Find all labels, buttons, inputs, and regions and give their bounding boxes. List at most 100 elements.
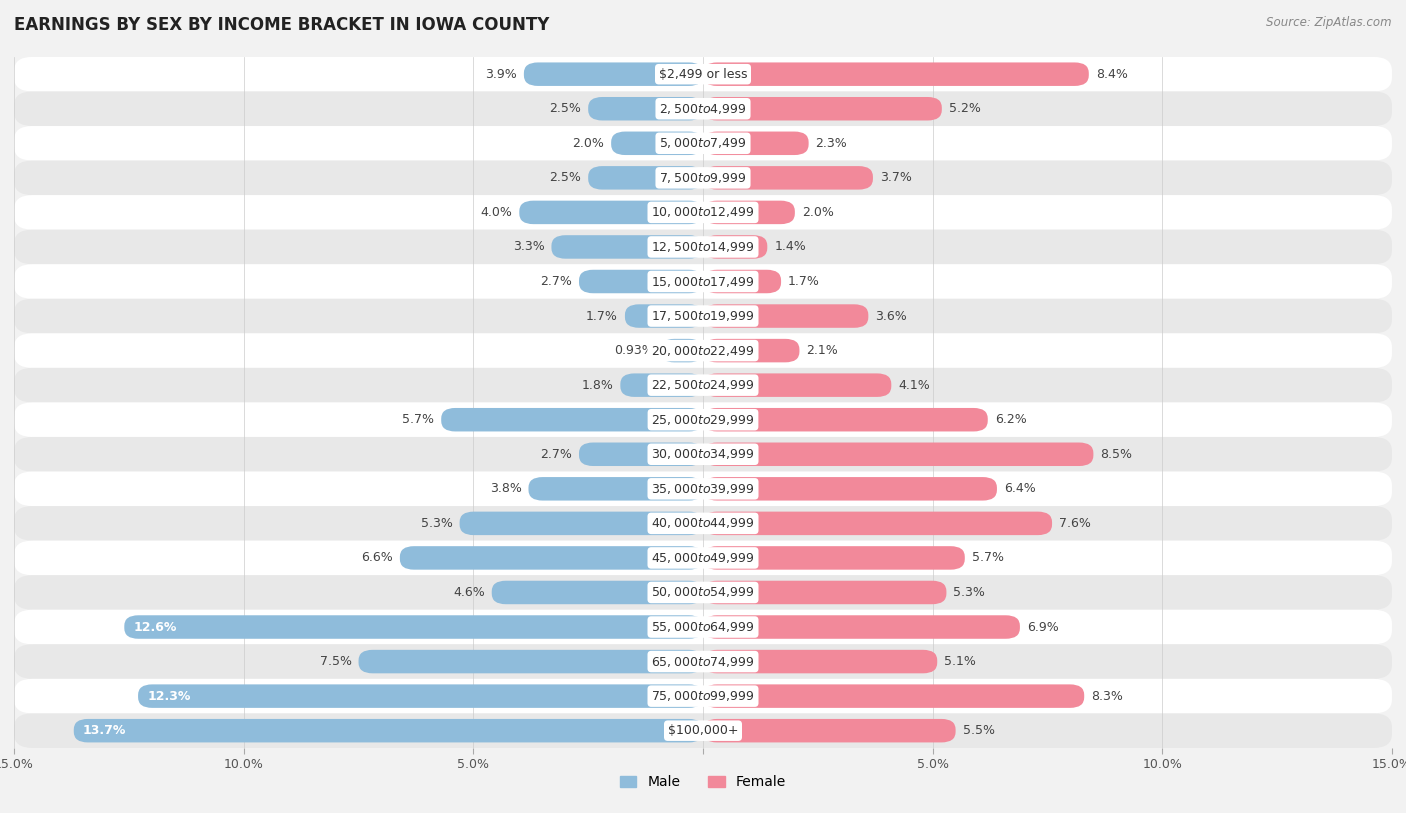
FancyBboxPatch shape	[14, 161, 1392, 195]
FancyBboxPatch shape	[588, 97, 703, 120]
Text: $7,500 to $9,999: $7,500 to $9,999	[659, 171, 747, 185]
Text: 1.7%: 1.7%	[586, 310, 619, 323]
Text: 5.5%: 5.5%	[963, 724, 994, 737]
FancyBboxPatch shape	[519, 201, 703, 224]
FancyBboxPatch shape	[588, 166, 703, 189]
FancyBboxPatch shape	[138, 685, 703, 708]
FancyBboxPatch shape	[399, 546, 703, 570]
FancyBboxPatch shape	[14, 333, 1392, 367]
Text: $40,000 to $44,999: $40,000 to $44,999	[651, 516, 755, 530]
Text: 1.8%: 1.8%	[582, 379, 613, 392]
Text: 8.3%: 8.3%	[1091, 689, 1123, 702]
Text: $2,500 to $4,999: $2,500 to $4,999	[659, 102, 747, 115]
Text: 2.0%: 2.0%	[572, 137, 605, 150]
FancyBboxPatch shape	[703, 373, 891, 397]
Text: 1.7%: 1.7%	[787, 275, 820, 288]
Text: 3.8%: 3.8%	[489, 482, 522, 495]
FancyBboxPatch shape	[612, 132, 703, 155]
Text: EARNINGS BY SEX BY INCOME BRACKET IN IOWA COUNTY: EARNINGS BY SEX BY INCOME BRACKET IN IOW…	[14, 16, 550, 34]
FancyBboxPatch shape	[703, 477, 997, 501]
FancyBboxPatch shape	[14, 644, 1392, 679]
FancyBboxPatch shape	[492, 580, 703, 604]
Text: 2.5%: 2.5%	[550, 102, 581, 115]
FancyBboxPatch shape	[703, 97, 942, 120]
Text: $17,500 to $19,999: $17,500 to $19,999	[651, 309, 755, 323]
FancyBboxPatch shape	[703, 166, 873, 189]
Text: $100,000+: $100,000+	[668, 724, 738, 737]
Text: 5.2%: 5.2%	[949, 102, 980, 115]
Text: 3.3%: 3.3%	[513, 241, 544, 254]
FancyBboxPatch shape	[703, 615, 1019, 639]
FancyBboxPatch shape	[703, 235, 768, 259]
Text: 12.6%: 12.6%	[134, 620, 177, 633]
FancyBboxPatch shape	[14, 91, 1392, 126]
Text: 13.7%: 13.7%	[83, 724, 127, 737]
FancyBboxPatch shape	[14, 57, 1392, 91]
Text: $50,000 to $54,999: $50,000 to $54,999	[651, 585, 755, 599]
FancyBboxPatch shape	[620, 373, 703, 397]
Text: 1.4%: 1.4%	[775, 241, 806, 254]
FancyBboxPatch shape	[703, 511, 1052, 535]
Text: $22,500 to $24,999: $22,500 to $24,999	[651, 378, 755, 392]
FancyBboxPatch shape	[703, 546, 965, 570]
Text: 5.1%: 5.1%	[945, 655, 976, 668]
FancyBboxPatch shape	[703, 580, 946, 604]
FancyBboxPatch shape	[14, 264, 1392, 298]
FancyBboxPatch shape	[14, 229, 1392, 264]
FancyBboxPatch shape	[14, 437, 1392, 472]
FancyBboxPatch shape	[703, 442, 1094, 466]
Text: $45,000 to $49,999: $45,000 to $49,999	[651, 551, 755, 565]
Text: $35,000 to $39,999: $35,000 to $39,999	[651, 482, 755, 496]
FancyBboxPatch shape	[703, 685, 1084, 708]
FancyBboxPatch shape	[14, 714, 1392, 748]
FancyBboxPatch shape	[703, 339, 800, 363]
Text: 5.3%: 5.3%	[953, 586, 986, 599]
FancyBboxPatch shape	[441, 408, 703, 432]
FancyBboxPatch shape	[14, 367, 1392, 402]
FancyBboxPatch shape	[14, 126, 1392, 161]
Text: $5,000 to $7,499: $5,000 to $7,499	[659, 137, 747, 150]
Text: 8.5%: 8.5%	[1101, 448, 1132, 461]
FancyBboxPatch shape	[14, 576, 1392, 610]
Text: $15,000 to $17,499: $15,000 to $17,499	[651, 275, 755, 289]
Text: 7.6%: 7.6%	[1059, 517, 1091, 530]
Text: 2.7%: 2.7%	[540, 275, 572, 288]
Text: 2.1%: 2.1%	[807, 344, 838, 357]
Text: 6.2%: 6.2%	[994, 413, 1026, 426]
FancyBboxPatch shape	[14, 195, 1392, 229]
FancyBboxPatch shape	[14, 472, 1392, 506]
FancyBboxPatch shape	[14, 402, 1392, 437]
FancyBboxPatch shape	[73, 719, 703, 742]
Text: 6.4%: 6.4%	[1004, 482, 1036, 495]
Text: Source: ZipAtlas.com: Source: ZipAtlas.com	[1267, 16, 1392, 29]
FancyBboxPatch shape	[579, 270, 703, 293]
Text: 4.1%: 4.1%	[898, 379, 929, 392]
FancyBboxPatch shape	[624, 304, 703, 328]
FancyBboxPatch shape	[661, 339, 703, 363]
FancyBboxPatch shape	[703, 270, 782, 293]
Text: $2,499 or less: $2,499 or less	[659, 67, 747, 80]
FancyBboxPatch shape	[579, 442, 703, 466]
FancyBboxPatch shape	[14, 610, 1392, 644]
FancyBboxPatch shape	[703, 719, 956, 742]
Text: 6.6%: 6.6%	[361, 551, 392, 564]
Text: 4.0%: 4.0%	[481, 206, 512, 219]
FancyBboxPatch shape	[524, 63, 703, 86]
Text: 0.93%: 0.93%	[613, 344, 654, 357]
FancyBboxPatch shape	[551, 235, 703, 259]
Text: 7.5%: 7.5%	[319, 655, 352, 668]
Text: $12,500 to $14,999: $12,500 to $14,999	[651, 240, 755, 254]
FancyBboxPatch shape	[703, 201, 794, 224]
FancyBboxPatch shape	[460, 511, 703, 535]
Text: 3.7%: 3.7%	[880, 172, 911, 185]
FancyBboxPatch shape	[529, 477, 703, 501]
Legend: Male, Female: Male, Female	[620, 776, 786, 789]
Text: 5.7%: 5.7%	[402, 413, 434, 426]
Text: $10,000 to $12,499: $10,000 to $12,499	[651, 206, 755, 220]
Text: 12.3%: 12.3%	[148, 689, 191, 702]
Text: $55,000 to $64,999: $55,000 to $64,999	[651, 620, 755, 634]
Text: $30,000 to $34,999: $30,000 to $34,999	[651, 447, 755, 461]
Text: $75,000 to $99,999: $75,000 to $99,999	[651, 689, 755, 703]
Text: $25,000 to $29,999: $25,000 to $29,999	[651, 413, 755, 427]
Text: 4.6%: 4.6%	[453, 586, 485, 599]
